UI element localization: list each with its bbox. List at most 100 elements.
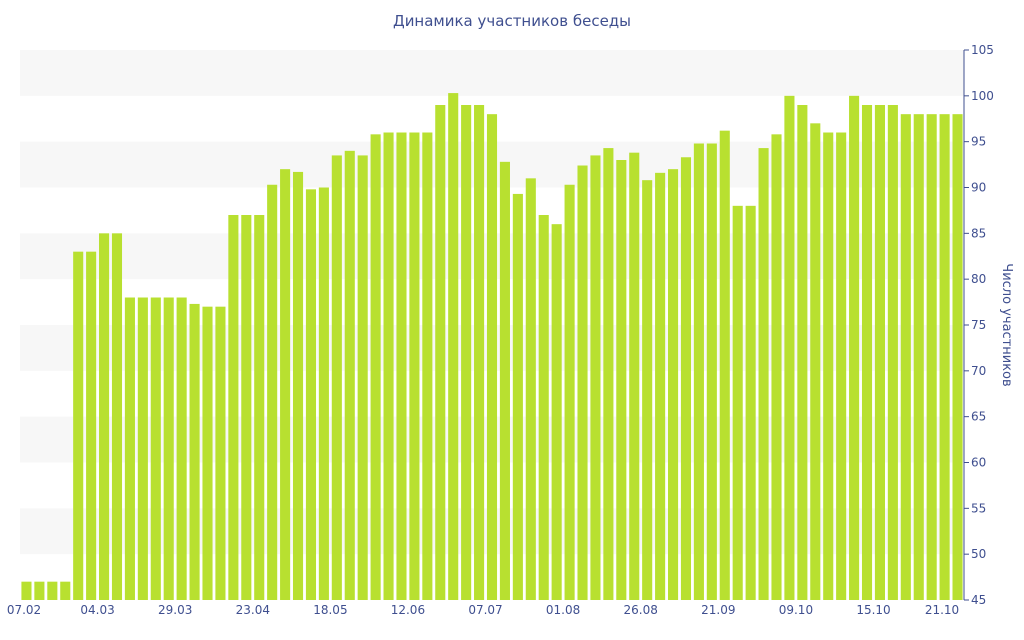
bar[interactable] [99, 233, 110, 600]
y-tick-label: 75 [971, 318, 986, 332]
bar[interactable] [73, 251, 84, 601]
bar[interactable] [823, 132, 834, 601]
bar[interactable] [21, 581, 32, 600]
bar[interactable] [797, 105, 808, 600]
y-tick-label: 100 [971, 89, 994, 103]
y-tick-label: 65 [971, 410, 986, 424]
bar[interactable] [176, 297, 187, 601]
bar[interactable] [900, 114, 911, 601]
bar[interactable] [215, 306, 226, 600]
bar[interactable] [590, 155, 601, 601]
bar[interactable] [745, 205, 756, 600]
bar[interactable] [318, 187, 329, 601]
bar[interactable] [474, 105, 485, 600]
bar[interactable] [525, 178, 536, 600]
bar[interactable] [693, 143, 704, 601]
y-tick-label: 90 [971, 181, 986, 195]
bar[interactable] [486, 114, 498, 601]
bar[interactable] [616, 160, 627, 600]
bar[interactable] [163, 297, 174, 601]
bar[interactable] [784, 95, 795, 600]
bar[interactable] [836, 132, 847, 601]
bar[interactable] [370, 134, 381, 600]
bar[interactable] [137, 297, 148, 601]
x-tick-label: 23.04 [236, 603, 270, 617]
bar[interactable] [189, 303, 200, 600]
y-tick-label: 60 [971, 456, 986, 470]
bar[interactable] [150, 297, 161, 601]
x-axis-ticks: 07.02 04.03 29.03 23.04 18.05 12.06 07.07 01.08… [7, 603, 959, 617]
y-tick-label: 70 [971, 364, 986, 378]
bar[interactable] [383, 132, 394, 601]
bar[interactable] [512, 193, 523, 601]
bar[interactable] [603, 148, 614, 600]
x-tick-label: 09.10 [779, 603, 813, 617]
bar[interactable] [887, 105, 898, 600]
bar[interactable] [849, 95, 860, 600]
bar[interactable] [435, 105, 446, 600]
bar[interactable] [771, 134, 782, 600]
bar[interactable] [680, 157, 692, 600]
bar[interactable] [499, 161, 510, 600]
y-tick-label: 85 [971, 226, 986, 240]
y-tick-label: 80 [971, 272, 986, 286]
bar[interactable] [926, 114, 937, 601]
bar[interactable] [952, 114, 963, 601]
bar[interactable] [202, 306, 213, 600]
y-axis-title: Число участников [999, 263, 1014, 386]
y-tick-label: 55 [971, 501, 986, 515]
bar[interactable] [538, 215, 549, 600]
bar[interactable] [448, 93, 459, 600]
y-tick-label: 50 [971, 547, 986, 561]
bar[interactable] [124, 297, 135, 601]
bar[interactable] [280, 169, 291, 601]
bar[interactable] [86, 251, 97, 601]
bar[interactable] [422, 132, 433, 601]
y-tick-label: 105 [971, 43, 994, 57]
bar[interactable] [228, 215, 239, 600]
bar[interactable] [111, 233, 123, 600]
bar[interactable] [810, 123, 821, 600]
bar[interactable] [732, 205, 743, 600]
x-tick-label: 07.02 [7, 603, 41, 617]
y-axis-ticks: 45 50 55 60 65 70 75 80 85 90 95 100 105 [964, 43, 994, 607]
bar[interactable] [913, 114, 924, 601]
chart-title: Динамика участников беседы [392, 12, 632, 30]
bar[interactable] [34, 581, 45, 600]
bar[interactable] [668, 169, 679, 601]
bar[interactable] [706, 143, 717, 601]
bar[interactable] [409, 132, 420, 601]
bar[interactable] [396, 132, 407, 601]
bar[interactable] [564, 184, 575, 600]
bar[interactable] [357, 155, 368, 601]
bar[interactable] [874, 105, 885, 600]
bar[interactable] [551, 224, 562, 601]
bar[interactable] [655, 172, 666, 600]
x-tick-label: 04.03 [80, 603, 114, 617]
x-tick-label: 01.08 [546, 603, 580, 617]
bar[interactable] [254, 215, 265, 600]
bar[interactable] [642, 180, 653, 601]
bar[interactable] [861, 105, 873, 600]
bar[interactable] [267, 184, 278, 600]
y-tick-label: 45 [971, 593, 986, 607]
x-tick-label: 12.06 [391, 603, 425, 617]
bar[interactable] [577, 165, 588, 601]
bar[interactable] [719, 130, 730, 601]
x-tick-label: 29.03 [158, 603, 192, 617]
bar[interactable] [305, 189, 317, 600]
bar[interactable] [939, 114, 950, 601]
bar[interactable] [331, 155, 342, 601]
x-tick-label: 21.09 [701, 603, 735, 617]
bar[interactable] [60, 581, 71, 600]
bar[interactable] [758, 148, 769, 600]
bar[interactable] [292, 171, 304, 601]
bar[interactable] [461, 105, 472, 600]
bar[interactable] [47, 581, 58, 600]
bar[interactable] [241, 215, 252, 600]
bar-series [21, 93, 963, 601]
y-tick-label: 95 [971, 135, 986, 149]
bar[interactable] [344, 150, 355, 600]
bar[interactable] [629, 152, 640, 601]
